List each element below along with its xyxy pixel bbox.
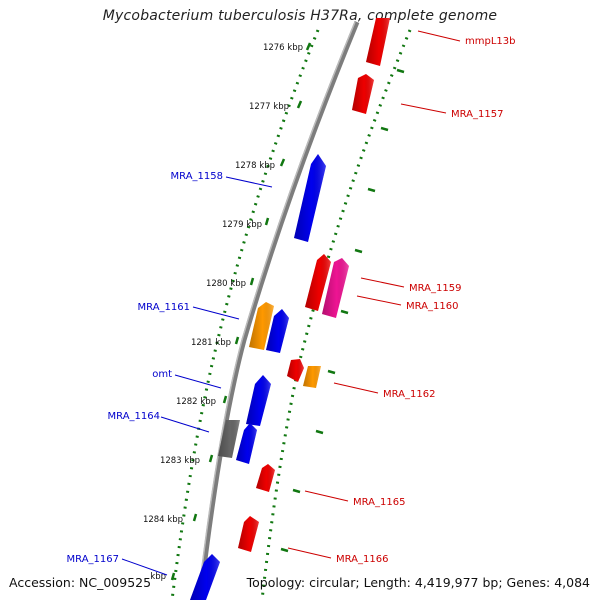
tick-label: 1282 kbp xyxy=(176,397,216,407)
topology-text: Topology: circular; Length: 4,419,977 bp… xyxy=(246,575,590,590)
gene-blue-1281[interactable] xyxy=(266,309,289,353)
gene-mra-1164[interactable] xyxy=(218,420,240,458)
tick-label: 1284 kbp xyxy=(143,515,183,525)
gene-omt[interactable] xyxy=(246,375,271,426)
gene-mmpL13b[interactable] xyxy=(366,18,390,66)
tick-label: 1283 kbp xyxy=(160,456,200,466)
backbone-highlight xyxy=(197,21,356,600)
gene-blue-1283[interactable] xyxy=(236,423,257,464)
gene-label-omt[interactable]: omt xyxy=(152,369,172,380)
tick-label: 1276 kbp xyxy=(263,43,303,53)
gene-label-mra-1162[interactable]: MRA_1162 xyxy=(383,389,435,400)
gene-mra-1159[interactable] xyxy=(305,254,331,311)
backbone-arc xyxy=(197,21,360,600)
gene-mra-1161[interactable] xyxy=(249,302,274,350)
tick-label: 1277 kbp xyxy=(249,102,289,112)
gene-label-mmpl13b[interactable]: mmpL13b xyxy=(465,36,515,47)
gene-red-1281[interactable] xyxy=(287,359,304,382)
map-title: Mycobacterium tuberculosis H37Ra, comple… xyxy=(102,8,498,24)
gene-label-mra-1161[interactable]: MRA_1161 xyxy=(138,302,190,313)
gene-mra-1160[interactable] xyxy=(322,258,349,318)
gene-label-mra-1165[interactable]: MRA_1165 xyxy=(353,497,405,508)
inner-major-ticks xyxy=(170,42,312,581)
tick-label: kbp xyxy=(150,572,166,582)
gene-mra-1162[interactable] xyxy=(303,366,321,388)
gene-label-mra-1166[interactable]: MRA_1166 xyxy=(336,554,388,565)
gene-mra-1165[interactable] xyxy=(238,516,259,552)
gene-mra-1158[interactable] xyxy=(294,154,326,242)
gene-label-mra-1167[interactable]: MRA_1167 xyxy=(67,554,119,565)
tick-label: 1280 kbp xyxy=(206,279,246,289)
gene-label-mra-1159[interactable]: MRA_1159 xyxy=(409,283,461,294)
tick-label: 1281 kbp xyxy=(191,338,231,348)
tick-label: 1279 kbp xyxy=(222,220,262,230)
gene-labels: mmpL13b MRA_1157 MRA_1158 MRA_1159 MRA_1… xyxy=(67,36,516,565)
gene-red-1283[interactable] xyxy=(256,464,275,492)
gene-label-mra-1158[interactable]: MRA_1158 xyxy=(171,171,223,182)
outer-major-ticks xyxy=(280,68,405,553)
accession-text: Accession: NC_009525 xyxy=(9,575,152,590)
inner-tick-ring xyxy=(170,29,320,600)
label-leaders xyxy=(121,30,461,576)
outer-tick-ring xyxy=(260,29,412,600)
gene-mra-1157[interactable] xyxy=(352,74,374,114)
gene-label-mra-1164[interactable]: MRA_1164 xyxy=(108,411,160,422)
gene-label-mra-1160[interactable]: MRA_1160 xyxy=(406,301,458,312)
gene-mra-1167[interactable] xyxy=(190,554,220,600)
gene-label-mra-1157[interactable]: MRA_1157 xyxy=(451,109,503,120)
tick-label: 1278 kbp xyxy=(235,161,275,171)
tick-labels: 1276 kbp 1277 kbp 1278 kbp 1279 kbp 1280… xyxy=(143,43,303,582)
